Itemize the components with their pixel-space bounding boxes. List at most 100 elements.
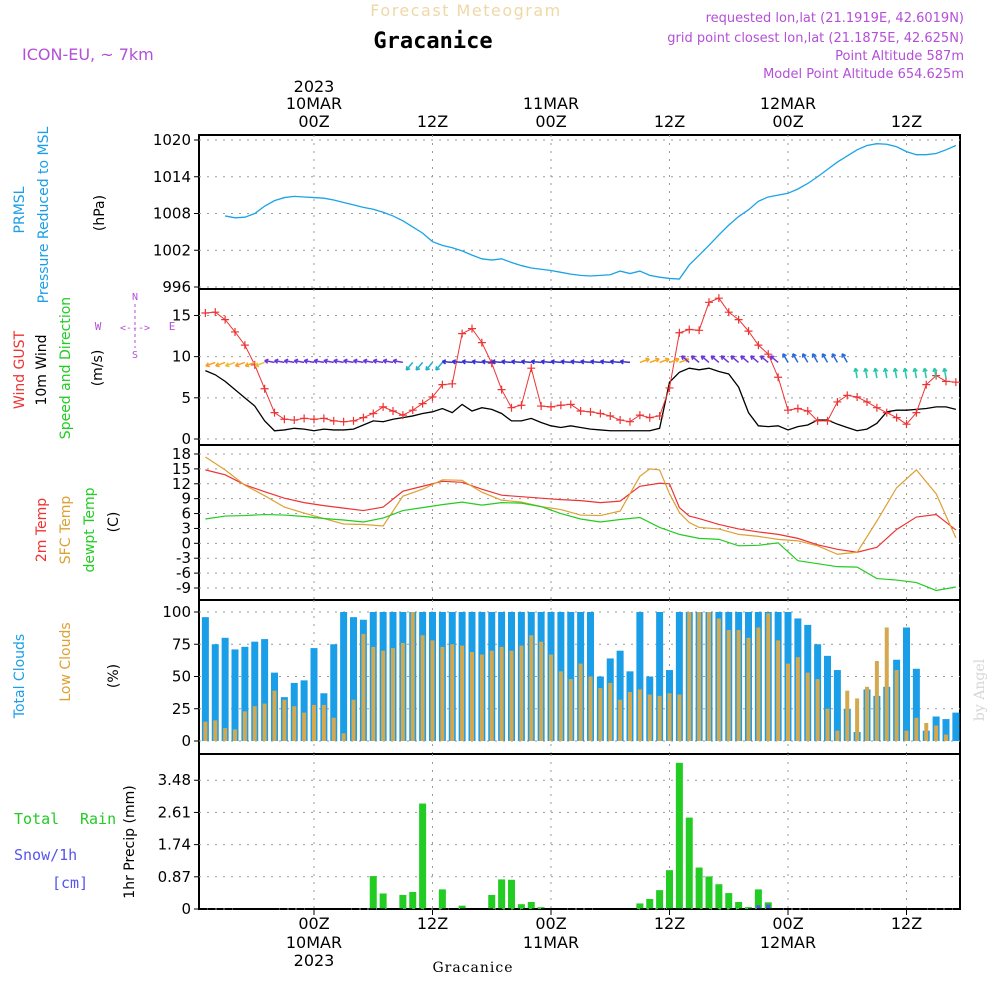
total-cloud-bar [675,612,683,741]
rain-bar [666,870,673,909]
precip-label-total: Total [14,810,59,828]
total-cloud-bar [350,617,357,741]
wind-label-3: Speed and Direction [58,297,74,439]
wind-arrowhead [550,359,555,365]
rain-bar [508,879,515,909]
wind-arrowhead [205,362,210,368]
top-date-label: 11MAR [523,94,579,113]
wind-label-1: Wind GUST [12,330,28,409]
gust-marker [280,415,289,424]
low-cloud-bar [776,640,781,741]
wind-arrowhead [362,358,368,364]
rain-bar [488,894,496,909]
total-cloud-bar [310,648,318,741]
low-cloud-bar [904,730,909,741]
gust-marker [823,416,832,425]
pressure-label-2: Pressure Reduced to MSL [36,126,52,303]
gust-marker [626,417,634,426]
wind-arrow [769,355,779,363]
precip-unit: 1hr Precip (mm) [122,785,138,898]
low-cloud-bar [608,682,613,741]
low-cloud-bar [756,627,761,741]
gust-marker [714,294,723,303]
precip-labels: Total Rain Snow/1h [cm] 1hr Precip (mm) [14,785,138,898]
precip-label-snow: Snow/1h [14,846,77,864]
wind-arrow [923,368,927,379]
top-hour-label: 12Z [417,112,448,131]
low-cloud-bar [262,703,267,741]
temp-ytick-label: 3 [181,519,191,537]
low-cloud-bar [400,642,405,741]
gust-marker [596,409,605,418]
gust-marker [319,414,328,423]
precip-ytick-label: 0.87 [158,868,191,886]
wind-arrowhead [293,358,299,364]
model-label: ICON-EU, ~ 7km [22,45,154,64]
gust-marker [369,409,378,418]
gust-marker [221,315,230,324]
low-cloud-bar [736,630,741,741]
gust-marker [448,379,457,388]
wind-arrowhead [902,367,908,373]
temp-ytick-label: 18 [172,445,191,463]
rain-bar [498,879,506,909]
sfc-temp-line [205,456,957,555]
clouds-ytick-label: 0 [181,732,191,750]
gust-marker [438,380,447,389]
wind-arrowhead [283,358,289,364]
precip-frame [198,753,961,910]
total-cloud-bar [340,612,348,741]
wind-arrow [353,359,364,364]
clouds-ytick-label: 75 [172,635,191,653]
compass-e: E [169,320,176,333]
low-cloud-bar [460,645,465,741]
gust-marker [329,416,338,425]
wind-arrow [274,359,285,364]
gust-marker [349,416,358,425]
low-cloud-bar [647,694,652,741]
gust-marker [389,407,397,415]
gust-marker [468,324,476,333]
pressure-frame [198,134,961,290]
wind-arrowhead [372,358,378,364]
temp-ytick-label: 15 [172,460,191,478]
total-cloud-bar [330,644,338,741]
low-cloud-bar [391,648,395,741]
gust-marker [398,411,407,420]
low-cloud-bar [331,717,336,741]
wind-arrow [481,360,492,364]
wind-arrowhead [441,359,447,365]
gust-marker [270,408,279,417]
wind-arrowhead [353,358,358,364]
gust-marker [635,411,644,420]
gust-marker [339,417,348,426]
wind-arrowhead [425,366,431,371]
temp-label-2: SFC Temp [58,496,74,565]
snow-bar [766,904,771,909]
wind-arrow [333,359,344,364]
low-cloud-bar [252,706,257,741]
clouds-ytick-label: 100 [162,603,191,621]
pressure-line [225,143,957,280]
wind-arrow [461,360,473,364]
wind-arrowhead [645,357,650,363]
pressure-ytick-label: 1008 [153,205,191,223]
gridpoint-lonlat: grid point closest lon,lat (21.1875E, 42… [667,31,964,46]
gust-marker [863,397,871,406]
gust-marker [507,403,516,412]
gust-marker [813,416,822,425]
wind-arrowhead [892,367,899,373]
top-year: 2023 [294,77,335,96]
wind-arrow [405,361,414,371]
low-cloud-bar [272,690,277,741]
bottom-date-label: 10MAR [286,933,342,952]
point-altitude: Point Altitude 587m [835,49,964,64]
wind-arrow [894,368,898,379]
top-hour-label: 00Z [772,112,803,131]
wind-arrow [854,368,858,379]
gust-marker [477,338,486,347]
low-cloud-bar [341,733,346,741]
wind-arrowhead [710,355,716,361]
rain-bar [705,876,713,909]
wind-arrow [491,360,502,364]
